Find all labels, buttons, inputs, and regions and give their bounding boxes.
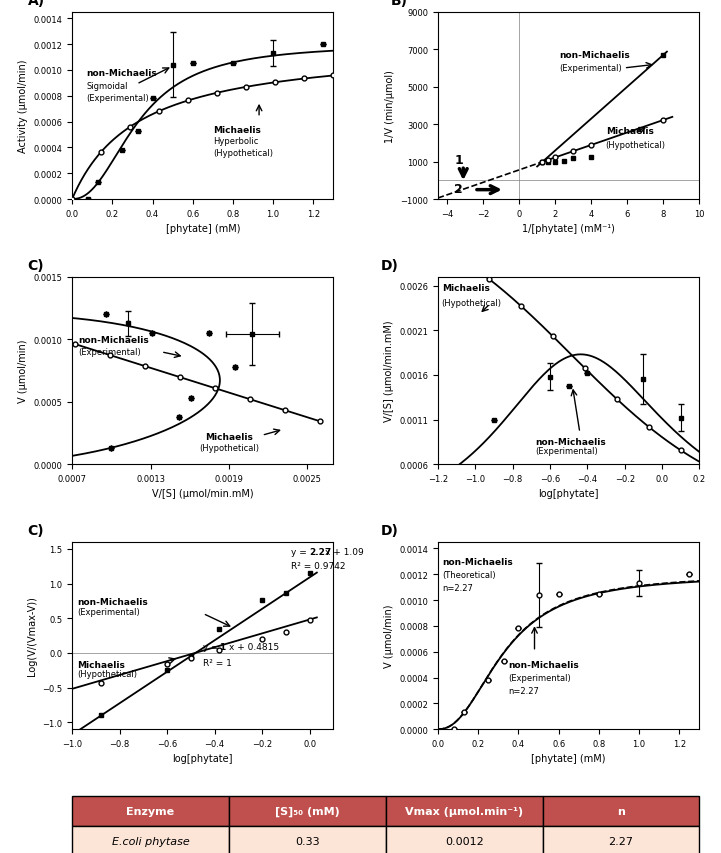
Text: R² = 1: R² = 1	[203, 659, 231, 668]
Text: (Hypothetical): (Hypothetical)	[213, 149, 273, 158]
Text: C): C)	[27, 524, 44, 538]
Text: x + 1.09: x + 1.09	[325, 547, 364, 556]
Text: non-Michaelis: non-Michaelis	[559, 50, 629, 60]
Text: Michaelis: Michaelis	[606, 127, 653, 136]
X-axis label: [phytate] (mM): [phytate] (mM)	[531, 753, 606, 763]
Text: (Experimental): (Experimental)	[79, 348, 141, 357]
Text: (Hypothetical): (Hypothetical)	[442, 299, 502, 308]
Text: (Hypothetical): (Hypothetical)	[77, 670, 137, 679]
Text: non-Michaelis: non-Michaelis	[442, 557, 513, 566]
Text: non-Michaelis: non-Michaelis	[535, 438, 606, 447]
Text: 2.27: 2.27	[310, 547, 332, 556]
Text: D): D)	[381, 524, 399, 538]
Text: (Experimental): (Experimental)	[77, 607, 140, 617]
Y-axis label: V (μmol/min): V (μmol/min)	[18, 339, 28, 403]
Text: A): A)	[27, 0, 45, 9]
Y-axis label: V/[S] (μmol/min.mM): V/[S] (μmol/min.mM)	[384, 320, 394, 421]
Text: R² = 0.9742: R² = 0.9742	[291, 561, 345, 570]
Text: 1: 1	[454, 154, 463, 167]
Text: 1: 1	[219, 642, 226, 652]
Text: y =: y =	[291, 547, 309, 556]
Text: non-Michaelis: non-Michaelis	[508, 660, 579, 670]
Text: (Hypothetical): (Hypothetical)	[199, 444, 259, 453]
Y-axis label: Log(V/(Vmax-V)): Log(V/(Vmax-V))	[27, 596, 37, 676]
Text: (Theoretical): (Theoretical)	[442, 570, 495, 579]
Text: (Experimental): (Experimental)	[508, 673, 571, 682]
Text: Sigmoidal: Sigmoidal	[87, 82, 128, 91]
X-axis label: 1/[phytate] (mM⁻¹): 1/[phytate] (mM⁻¹)	[522, 224, 615, 234]
Text: Michaelis: Michaelis	[77, 660, 125, 669]
Text: 2: 2	[454, 183, 463, 195]
Text: n=2.27: n=2.27	[442, 583, 473, 592]
Text: n=2.27: n=2.27	[508, 686, 539, 695]
Text: Michaelis: Michaelis	[442, 284, 490, 293]
Text: non-Michaelis: non-Michaelis	[77, 598, 148, 606]
Y-axis label: V (μmol/min): V (μmol/min)	[384, 604, 394, 668]
Text: (Experimental): (Experimental)	[559, 64, 622, 73]
Text: Michaelis: Michaelis	[205, 432, 253, 442]
X-axis label: log[phytate]: log[phytate]	[172, 753, 233, 763]
X-axis label: V/[S] (μmol/min.mM): V/[S] (μmol/min.mM)	[152, 489, 254, 499]
Text: non-Michaelis: non-Michaelis	[87, 69, 157, 78]
Y-axis label: Activity (μmol/min): Activity (μmol/min)	[18, 60, 28, 153]
Text: non-Michaelis: non-Michaelis	[79, 335, 149, 345]
Text: Michaelis: Michaelis	[213, 125, 261, 135]
X-axis label: log[phytate]: log[phytate]	[539, 489, 599, 499]
Text: D): D)	[381, 259, 399, 273]
Text: C): C)	[27, 259, 44, 273]
Y-axis label: 1/V (min/μmol): 1/V (min/μmol)	[385, 70, 394, 142]
Text: x + 0.4815: x + 0.4815	[229, 642, 279, 652]
Text: B): B)	[391, 0, 408, 9]
Text: (Experimental): (Experimental)	[87, 94, 149, 102]
X-axis label: [phytate] (mM): [phytate] (mM)	[166, 224, 240, 234]
Text: (Experimental): (Experimental)	[535, 447, 598, 456]
Text: y =: y =	[203, 642, 221, 652]
Text: Hyperbolic: Hyperbolic	[213, 137, 258, 147]
Text: (Hypothetical): (Hypothetical)	[606, 141, 665, 149]
